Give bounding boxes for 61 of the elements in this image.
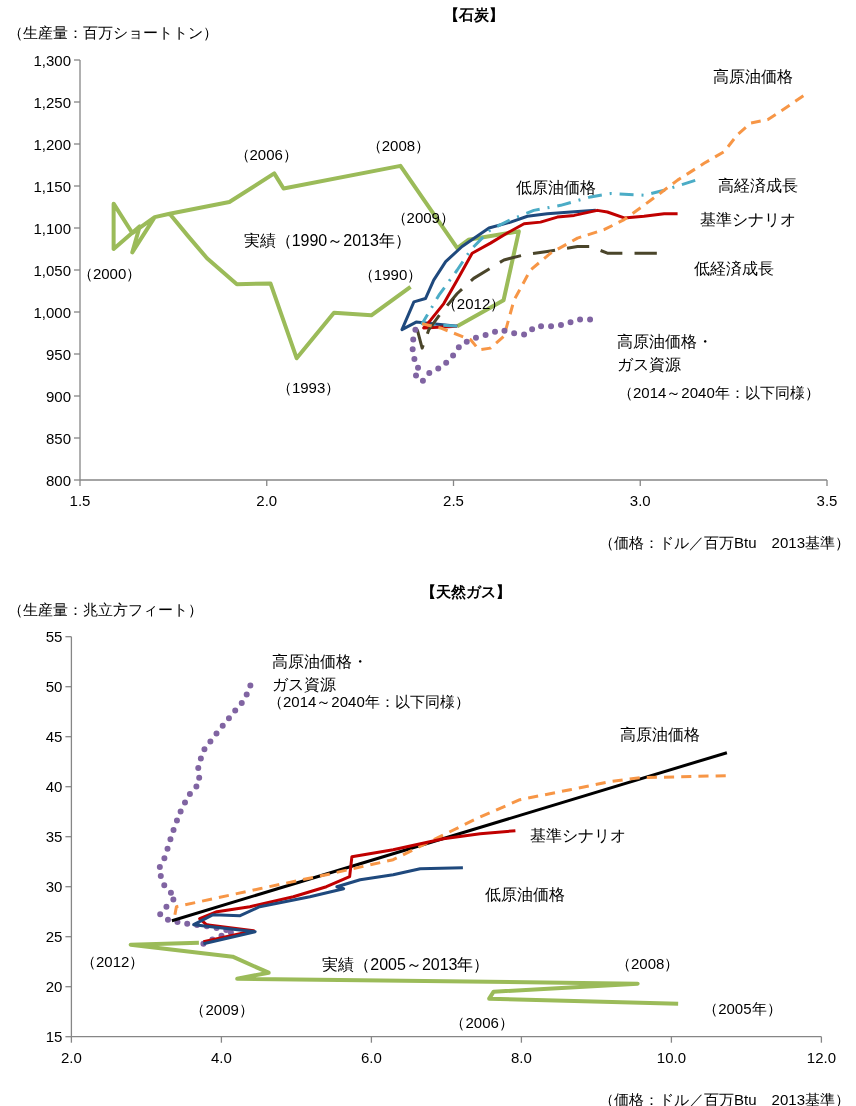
series-label: 基準シナリオ bbox=[699, 210, 796, 228]
x-tick-label: 6.0 bbox=[360, 1048, 382, 1066]
annotation: （2006） bbox=[234, 146, 298, 164]
chart-title: 【天然ガス】 bbox=[421, 582, 512, 600]
x-tick-label: 1.5 bbox=[69, 492, 91, 509]
y-tick-label: 1,200 bbox=[33, 135, 71, 153]
y-axis-title: （生産量：百万ショートトン） bbox=[8, 24, 218, 41]
annotation: （2014～2040年：以下同様） bbox=[268, 693, 470, 710]
x-axis-title: （価格：ドル／百万Btu 2013基準） bbox=[599, 534, 850, 551]
annotation: （1990） bbox=[358, 265, 423, 283]
x-tick-label: 12.0 bbox=[806, 1048, 836, 1066]
y-tick-label: 25 bbox=[45, 928, 63, 946]
series-label: 低経済成長 bbox=[694, 260, 775, 278]
x-tick-label: 8.0 bbox=[510, 1048, 532, 1066]
annotation: （2008） bbox=[615, 954, 680, 972]
annotation: （1993） bbox=[276, 379, 341, 397]
y-tick-label: 40 bbox=[45, 778, 63, 796]
y-tick-label: 50 bbox=[45, 678, 63, 696]
y-tick-label: 950 bbox=[45, 345, 71, 363]
x-tick-label: 3.0 bbox=[629, 492, 651, 509]
y-axis-title: （生産量：兆立方フィート） bbox=[8, 600, 203, 618]
x-tick-label: 4.0 bbox=[210, 1048, 232, 1066]
series-label: 基準シナリオ bbox=[530, 826, 627, 844]
y-tick-label: 30 bbox=[45, 878, 63, 896]
x-tick-label: 10.0 bbox=[656, 1048, 686, 1066]
x-tick-label: 3.5 bbox=[816, 492, 838, 509]
y-tick-label: 1,300 bbox=[33, 51, 71, 69]
x-tick-label: 2.0 bbox=[60, 1048, 82, 1066]
annotation: （2000） bbox=[77, 265, 142, 282]
y-tick-label: 35 bbox=[45, 828, 63, 846]
series-label: 高原油価格 bbox=[619, 725, 700, 743]
series-label: 実績（1990～2013年） bbox=[243, 232, 411, 250]
series-label: 高原油価格 bbox=[713, 68, 794, 86]
y-tick-label: 1,000 bbox=[33, 303, 71, 321]
annotation: （2006） bbox=[450, 1013, 514, 1031]
series-label: 実績（2005～2013年） bbox=[322, 955, 490, 973]
annotation: （2014～2040年：以下同様） bbox=[618, 384, 820, 401]
y-tick-label: 1,100 bbox=[33, 219, 71, 237]
x-tick-label: 2.5 bbox=[443, 492, 464, 509]
y-tick-label: 1,250 bbox=[33, 93, 71, 111]
y-tick-label: 15 bbox=[45, 1028, 63, 1046]
y-tick-label: 850 bbox=[45, 429, 71, 447]
annotation: （2009） bbox=[190, 1000, 254, 1018]
y-tick-label: 800 bbox=[45, 471, 71, 489]
y-tick-label: 45 bbox=[45, 728, 63, 746]
x-tick-label: 2.0 bbox=[256, 492, 278, 509]
annotation: （2005年） bbox=[703, 999, 782, 1017]
y-tick-label: 55 bbox=[45, 628, 63, 646]
chart-title: 【石炭】 bbox=[443, 6, 504, 23]
series-label: 高原油価格・ガス資源 bbox=[616, 332, 713, 373]
annotation: （2012） bbox=[80, 952, 145, 970]
annotation: （2012） bbox=[441, 295, 506, 313]
y-tick-label: 900 bbox=[45, 387, 71, 405]
series-label: 高経済成長 bbox=[717, 177, 798, 195]
annotation: （2008） bbox=[366, 136, 431, 154]
series-label: 高原油価格・ガス資源 bbox=[271, 652, 368, 693]
series-label: 低原油価格 bbox=[484, 885, 565, 903]
y-tick-label: 1,150 bbox=[33, 177, 71, 195]
y-tick-label: 1,050 bbox=[33, 261, 71, 279]
series-label: 低原油価格 bbox=[515, 179, 596, 197]
y-tick-label: 20 bbox=[45, 978, 63, 996]
